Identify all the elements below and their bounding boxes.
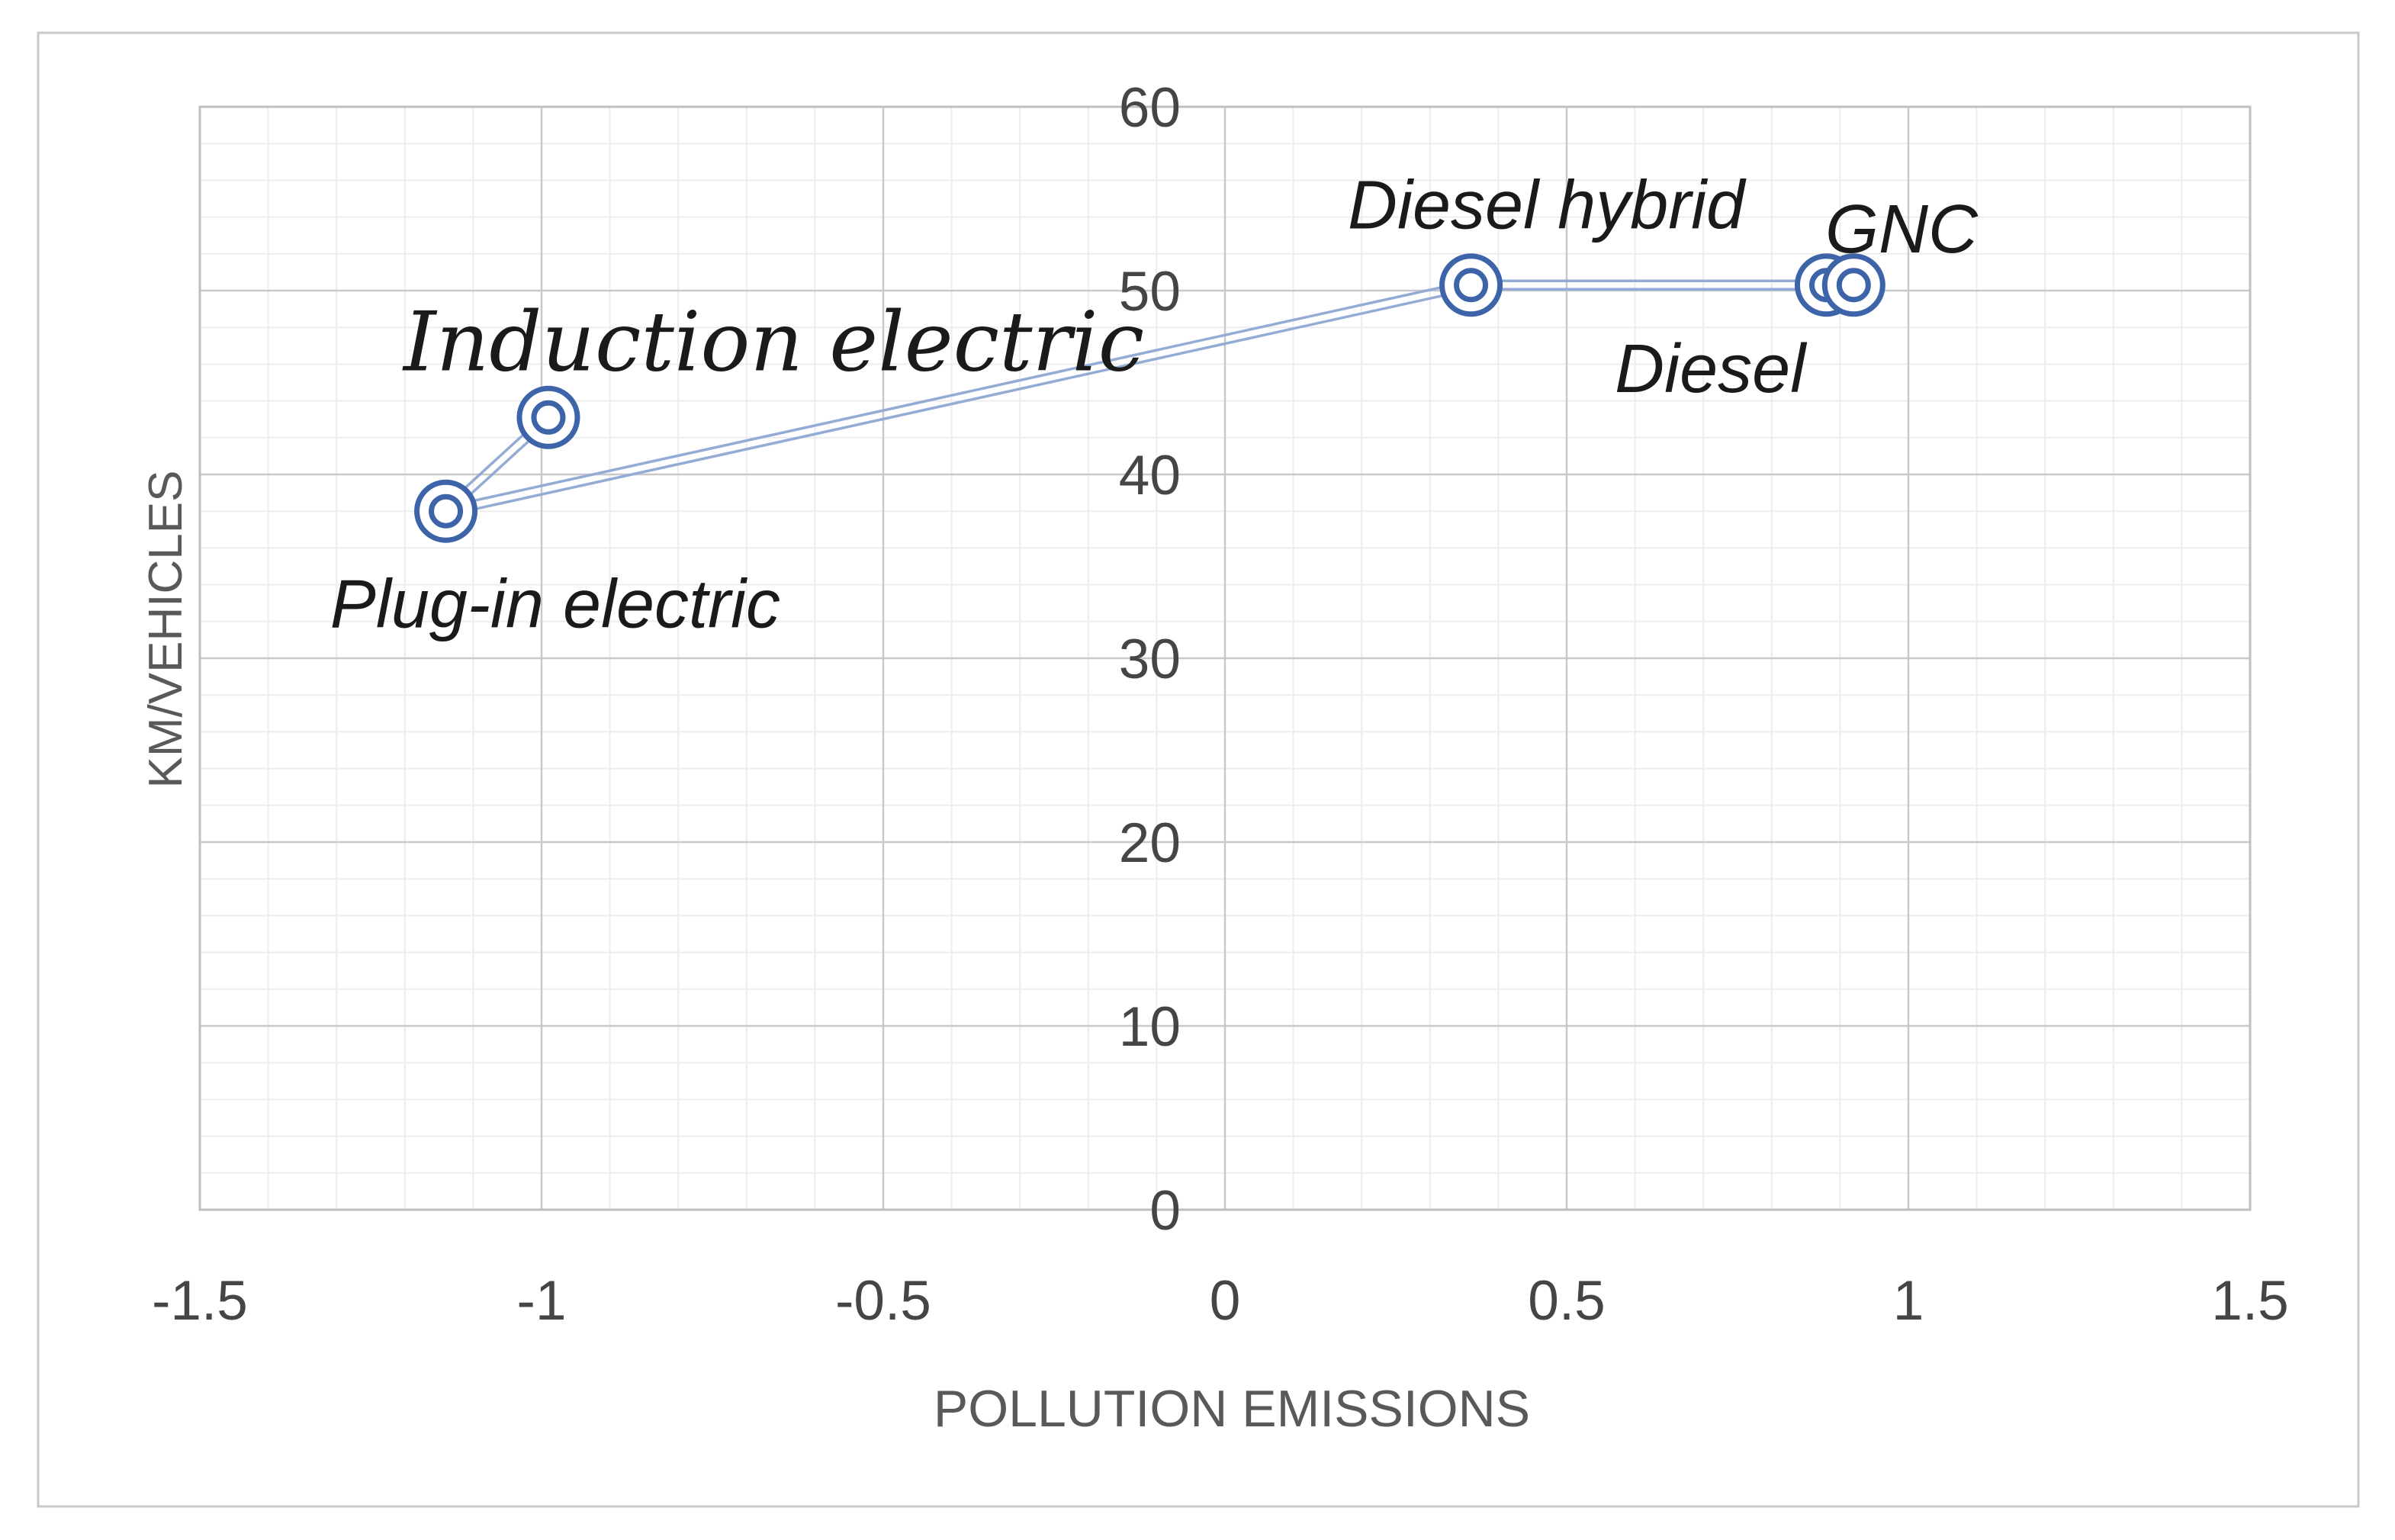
- x-tick-label: 0: [1210, 1270, 1241, 1332]
- x-tick-label: 1: [1893, 1270, 1924, 1332]
- x-axis-title: POLLUTION EMISSIONS: [934, 1380, 1530, 1438]
- y-axis-tick-labels: 0 10 20 30 40 50 60: [1119, 77, 1181, 1242]
- series-line-segment: [445, 288, 1474, 517]
- point-annotation: Induction electric: [402, 294, 1144, 390]
- series-line-segment: [443, 279, 1472, 509]
- data-point-marker-inner: [429, 494, 464, 529]
- x-tick-label: 0.5: [1528, 1270, 1605, 1332]
- x-tick-label: -1: [517, 1270, 567, 1332]
- y-tick-label: 30: [1119, 629, 1181, 690]
- y-tick-label: 20: [1119, 812, 1181, 874]
- y-tick-label: 50: [1119, 261, 1181, 323]
- point-annotation: GNC: [1825, 191, 1979, 268]
- data-point-marker-inner: [1454, 268, 1489, 303]
- y-tick-label: 60: [1119, 77, 1181, 139]
- data-point-marker-outer: [414, 479, 478, 543]
- major-gridlines: [200, 107, 2250, 1210]
- y-tick-label: 40: [1119, 445, 1181, 506]
- data-point-marker-inner: [531, 400, 566, 435]
- data-point-marker-outer: [516, 385, 580, 449]
- data-point-marker-outer: [1439, 253, 1503, 317]
- x-axis-tick-labels: -1.5 -1 -0.5 0 0.5 1 1.5: [152, 1270, 2289, 1332]
- y-tick-label: 0: [1149, 1180, 1181, 1242]
- y-axis-title: KM/VEHICLES: [140, 471, 192, 789]
- point-annotation: Diesel hybrid: [1348, 168, 1747, 244]
- data-point-labels: Induction electric Plug-in electric Diesel…: [330, 168, 1979, 643]
- x-tick-label: -1.5: [152, 1270, 248, 1332]
- point-annotation: Diesel: [1615, 331, 1808, 407]
- data-point-marker-outer: [1821, 253, 1885, 317]
- figure-frame: [37, 31, 2360, 1508]
- x-tick-label: -0.5: [835, 1270, 931, 1332]
- series-markers: [414, 253, 1885, 543]
- y-tick-label: 10: [1119, 996, 1181, 1058]
- point-annotation: Plug-in electric: [330, 567, 780, 643]
- plot-area-border: [198, 105, 2252, 1211]
- data-point-marker-inner: [1836, 268, 1871, 303]
- x-tick-label: 1.5: [2211, 1270, 2288, 1332]
